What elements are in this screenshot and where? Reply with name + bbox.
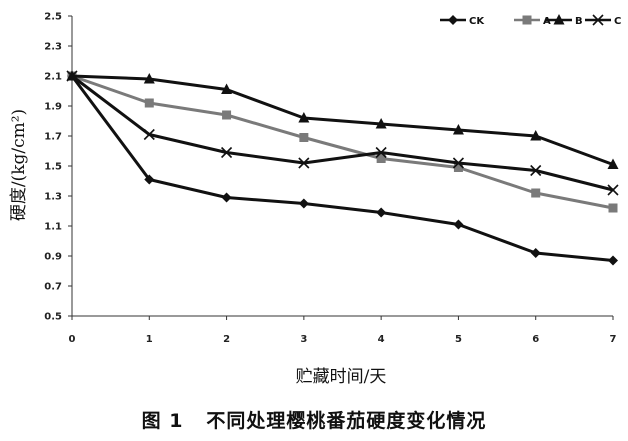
legend-label-ck: CK xyxy=(469,16,485,27)
legend-swatch-marker xyxy=(522,15,532,25)
series-ck-point xyxy=(221,192,232,203)
series-a-point xyxy=(531,188,541,198)
series-b-point xyxy=(607,158,619,169)
series-c-point xyxy=(375,146,387,159)
x-marker-stroke xyxy=(375,146,387,159)
x-marker-stroke xyxy=(607,184,619,196)
series-a-point xyxy=(144,98,154,108)
y-tick-label: 2.1 xyxy=(44,72,62,83)
series-lines xyxy=(66,70,619,266)
series-a-point xyxy=(376,154,386,163)
legend-swatch-marker xyxy=(448,15,458,25)
x-tick-label: 7 xyxy=(610,334,617,345)
series-c-point xyxy=(143,128,155,141)
legend: CK A B C xyxy=(440,14,621,27)
series-b-point xyxy=(375,118,387,129)
series-ck-point xyxy=(453,219,464,230)
legend-label-b: B xyxy=(575,16,583,27)
legend-label-c: C xyxy=(614,16,621,27)
x-tick-label: 3 xyxy=(300,334,307,345)
series-c-point xyxy=(452,157,464,169)
axes xyxy=(68,15,614,320)
x-marker-stroke xyxy=(530,164,542,177)
series-a-point xyxy=(299,133,309,142)
series-c-point xyxy=(66,70,78,82)
series-b-line xyxy=(71,74,614,166)
legend-item-c: C xyxy=(585,14,621,27)
series-c-point xyxy=(298,157,310,169)
series-ck-point xyxy=(298,198,309,209)
series-ck-point xyxy=(376,207,387,218)
y-tick-label: 2.5 xyxy=(44,12,62,23)
x-marker-stroke xyxy=(221,146,233,159)
x-marker-stroke xyxy=(452,157,464,169)
series-c-point xyxy=(607,184,619,196)
series-b-point xyxy=(530,130,542,141)
series-c-point xyxy=(221,146,233,159)
series-b-point xyxy=(452,124,464,135)
x-tick-label: 6 xyxy=(532,334,539,345)
tick-labels: 0.5 0.7 0.9 1.1 1.3 1.5 1.7 1.9 2.1 2.3 2.5 0 1 2 3 4 5 6… xyxy=(44,12,616,346)
series-c xyxy=(66,70,619,196)
legend-label-a: A xyxy=(543,16,551,27)
x-tick-label: 2 xyxy=(223,334,230,345)
y-tick-label: 0.9 xyxy=(44,252,62,263)
series-b-point xyxy=(221,83,233,94)
series-b-point xyxy=(143,73,155,84)
x-tick-label: 0 xyxy=(69,334,76,345)
x-marker-stroke xyxy=(298,157,310,169)
series-ck-point xyxy=(608,255,618,266)
series-a-point xyxy=(608,203,618,213)
series-ck-point xyxy=(144,174,155,185)
legend-item-b: B xyxy=(546,14,583,27)
y-tick-label: 1.3 xyxy=(44,192,62,203)
y-tick-label: 2.3 xyxy=(44,42,62,53)
figure-caption: 图 1 不同处理樱桃番茄硬度变化情况 xyxy=(141,410,487,432)
series-b xyxy=(66,70,619,169)
series-a-point xyxy=(222,110,232,120)
series-ck-line xyxy=(70,75,614,262)
y-tick-label: 1.9 xyxy=(44,102,62,113)
y-tick-label: 1.5 xyxy=(44,162,62,173)
x-marker-stroke xyxy=(592,14,604,26)
x-tick-label: 5 xyxy=(455,334,462,345)
series-a xyxy=(67,71,618,213)
x-axis-title: 贮藏时间/天 xyxy=(296,367,387,387)
series-a-line xyxy=(71,74,614,210)
legend-item-a: A xyxy=(514,15,551,27)
series-c-point xyxy=(530,164,542,177)
y-axis-title: 硬度/(kg/cm²) xyxy=(9,109,29,221)
y-tick-label: 0.7 xyxy=(44,282,62,293)
legend-item-ck: CK xyxy=(440,15,485,27)
x-marker-stroke xyxy=(143,128,155,141)
y-tick-label: 0.5 xyxy=(44,312,62,323)
x-marker-stroke xyxy=(66,70,78,82)
legend-swatch-marker xyxy=(592,14,604,26)
legend-swatch-marker xyxy=(553,14,565,25)
series-ck-point xyxy=(530,248,541,258)
series-b-point xyxy=(298,112,310,123)
x-tick-label: 4 xyxy=(378,334,385,345)
series-c-line xyxy=(71,74,614,192)
series-a-point xyxy=(453,163,463,172)
y-tick-label: 1.1 xyxy=(44,222,62,233)
x-tick-label: 1 xyxy=(146,334,153,345)
y-tick-label: 1.7 xyxy=(44,132,62,143)
